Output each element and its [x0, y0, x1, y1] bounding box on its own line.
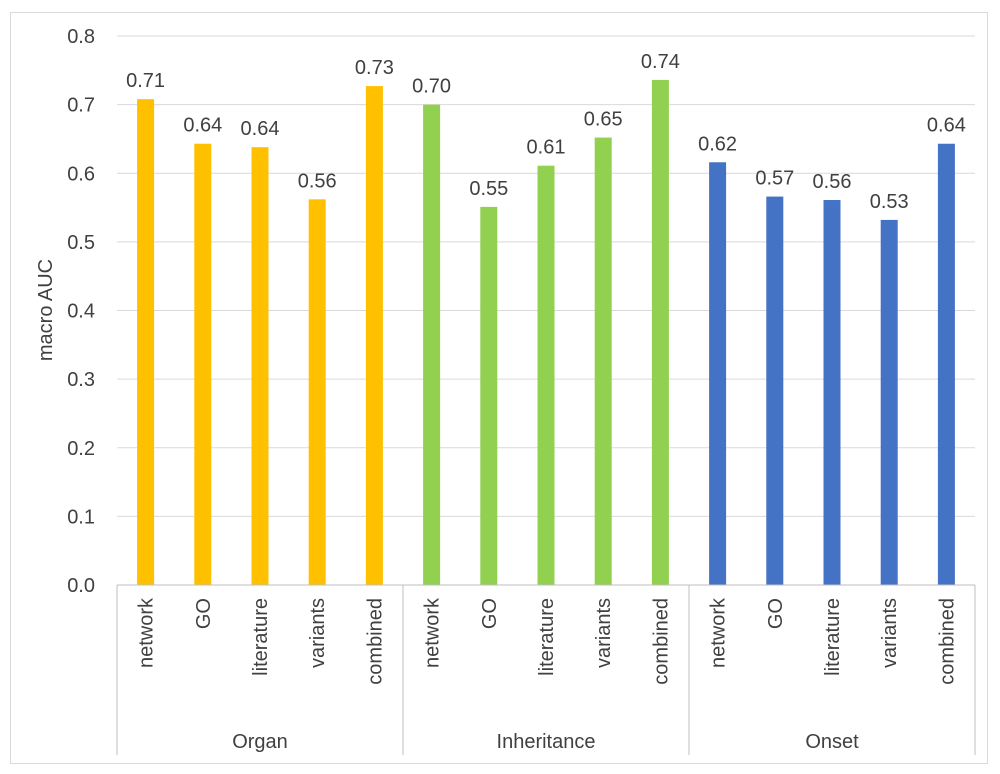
- x-tick-label: GO: [765, 598, 787, 629]
- data-label: 0.71: [126, 70, 165, 92]
- bar-onset-GO: [766, 196, 784, 585]
- x-tick-label: literature: [250, 598, 272, 676]
- y-tick-label: 0.5: [67, 232, 95, 254]
- data-label: 0.64: [183, 115, 222, 137]
- data-label: 0.64: [927, 115, 966, 137]
- data-label: 0.73: [355, 57, 394, 79]
- y-tick-label: 0.7: [67, 95, 95, 117]
- bar-inheritance-combined: [651, 79, 669, 586]
- data-label: 0.74: [641, 51, 680, 73]
- y-axis-label: macro AUC: [35, 259, 57, 361]
- x-tick-label: variants: [879, 598, 901, 668]
- x-tick-label: variants: [593, 598, 615, 668]
- data-label: 0.64: [241, 118, 280, 140]
- data-label: 0.56: [298, 170, 337, 192]
- bar-organ-literature: [251, 147, 269, 586]
- x-tick-label: network: [422, 597, 444, 668]
- data-label: 0.61: [527, 137, 566, 159]
- x-tick-label: network: [136, 597, 158, 668]
- bar-onset-variants: [880, 219, 898, 586]
- group-label-inheritance: Inheritance: [497, 731, 596, 753]
- y-tick-label: 0.2: [67, 438, 95, 460]
- y-tick-label: 0.3: [67, 369, 95, 391]
- data-label: 0.56: [813, 171, 852, 193]
- group-label-onset: Onset: [805, 731, 859, 753]
- x-tick-label: literature: [822, 598, 844, 676]
- bar-onset-network: [709, 162, 727, 585]
- x-tick-label: network: [708, 597, 730, 668]
- data-label: 0.62: [698, 133, 737, 155]
- y-tick-label: 0.1: [67, 506, 95, 528]
- data-label: 0.57: [755, 168, 794, 190]
- data-label: 0.65: [584, 109, 623, 131]
- bar-organ-variants: [308, 199, 326, 585]
- data-label: 0.55: [469, 178, 508, 200]
- y-tick-label: 0.6: [67, 163, 95, 185]
- bar-organ-GO: [194, 143, 212, 585]
- y-tick-label: 0.8: [67, 26, 95, 48]
- data-label: 0.53: [870, 191, 909, 213]
- bar-inheritance-network: [423, 104, 441, 585]
- y-tick-label: 0.0: [67, 575, 95, 597]
- bar-inheritance-GO: [480, 206, 498, 585]
- x-tick-label: GO: [193, 598, 215, 629]
- bar-inheritance-variants: [594, 137, 612, 585]
- bar-onset-combined: [937, 143, 955, 585]
- x-tick-label: combined: [364, 598, 386, 685]
- x-tick-label: combined: [650, 598, 672, 685]
- axes: 0.0 0.1 0.2 0.3 0.4 0.5 0.6 0.7 0.8 network GO lite…: [67, 26, 976, 755]
- bar-organ-network: [137, 99, 155, 585]
- x-tick-label: combined: [936, 598, 958, 685]
- x-tick-label: GO: [479, 598, 501, 629]
- bars: [137, 79, 955, 586]
- y-tick-label: 0.4: [67, 301, 95, 323]
- x-tick-label: variants: [307, 598, 329, 668]
- data-label: 0.70: [412, 76, 451, 98]
- bar-onset-literature: [823, 200, 841, 586]
- bar-inheritance-literature: [537, 165, 555, 586]
- x-tick-label: literature: [536, 598, 558, 676]
- bar-organ-combined: [365, 86, 383, 585]
- group-label-organ: Organ: [232, 731, 288, 753]
- data-labels: 0.71 0.64 0.64 0.56 0.73 0.70 0.55 0.61 0.65 0.74…: [126, 51, 966, 213]
